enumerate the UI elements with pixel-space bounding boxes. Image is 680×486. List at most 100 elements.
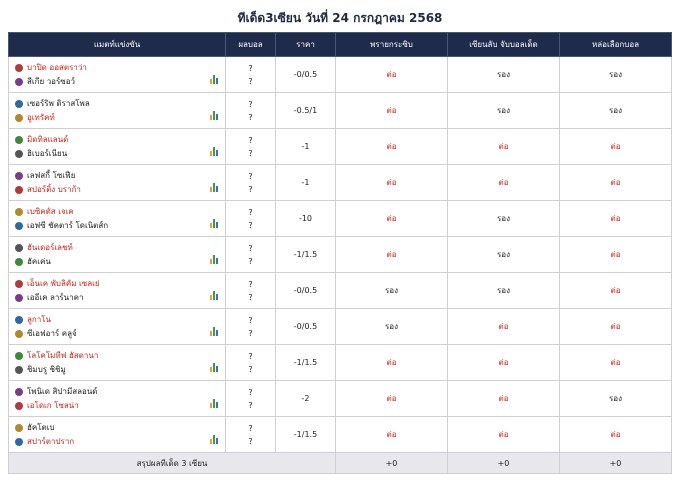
stats-chart-icon[interactable] bbox=[210, 435, 219, 444]
expert-2-tip: ต่อ bbox=[447, 416, 560, 453]
expert-3-tip: รอง bbox=[559, 92, 672, 129]
table-row[interactable]: ฮัคโตเบ สปาร์ตาปราก ? ? -1/1.5 ต่อ ต่อ ต… bbox=[8, 416, 672, 453]
table-row[interactable]: เซอร์ริพ ดิราสโพล อูเทรัคท์ ? ? -0.5/1 ต… bbox=[8, 92, 672, 129]
expert-3-tip: ต่อ bbox=[559, 200, 672, 237]
away-score: ? bbox=[248, 292, 253, 302]
match-cell: เอ็นเค พับลิคัม เซลเย่ เออีเค ลาร์นาคา bbox=[8, 272, 226, 309]
match-cell: บาปิด ออสตราว่า สีเกีย วอร์ซอว์ bbox=[8, 56, 226, 93]
table-row[interactable]: เลฟสกี้ โซเฟีย สปอร์ติ้ง บราก้า ? ? -1 ต… bbox=[8, 164, 672, 201]
expert-3-tip: ต่อ bbox=[559, 272, 672, 309]
match-cell: ฮันเดอร์เลชท์ ฮัคเค่น bbox=[8, 236, 226, 273]
away-team: ซีเอฟอาร์ คลูจ์ bbox=[15, 327, 225, 341]
table-row[interactable]: มิดทิลแลนด์ ฮิเบอร์เนียน ? ? -1 ต่อ ต่อ … bbox=[8, 128, 672, 165]
home-score: ? bbox=[248, 135, 253, 145]
table-row[interactable]: เบซิคตัส เจเค เอฟซี ชัคตาร์ โดเนิตส์ก ? … bbox=[8, 200, 672, 237]
result-cell: ? ? bbox=[225, 380, 276, 417]
price-cell: -0/0.5 bbox=[275, 308, 336, 345]
stats-chart-icon[interactable] bbox=[210, 363, 219, 372]
stats-chart-icon[interactable] bbox=[210, 255, 219, 264]
stats-chart-icon[interactable] bbox=[210, 147, 219, 156]
club-crest-icon bbox=[15, 243, 23, 252]
expert-3-tip: ต่อ bbox=[559, 164, 672, 201]
club-crest-icon bbox=[15, 257, 23, 266]
expert-2-tip: รอง bbox=[447, 272, 560, 309]
table-row[interactable]: เอ็นเค พับลิคัม เซลเย่ เออีเค ลาร์นาคา ?… bbox=[8, 272, 672, 309]
home-team-name: ฮันเดอร์เลชท์ bbox=[27, 242, 73, 252]
away-team-name: เอฟซี ชัคตาร์ โดเนิตส์ก bbox=[27, 220, 109, 230]
result-cell: ? ? bbox=[225, 92, 276, 129]
away-score: ? bbox=[248, 76, 253, 86]
price-cell: -0/0.5 bbox=[275, 56, 336, 93]
club-crest-icon bbox=[15, 423, 23, 432]
expert-2-tip: ต่อ bbox=[447, 308, 560, 345]
away-score: ? bbox=[248, 436, 253, 446]
home-score: ? bbox=[248, 315, 253, 325]
club-crest-icon bbox=[15, 293, 23, 302]
header-match: แมตท์แข่งขัน bbox=[8, 32, 226, 57]
away-team: เอฟซี ชัคตาร์ โดเนิตส์ก bbox=[15, 219, 225, 233]
match-cell: โพนิเด สิปามีสลอนด์ เอโดเก โซลน่า bbox=[8, 380, 226, 417]
expert-1-tip: ต่อ bbox=[335, 380, 448, 417]
table-row[interactable]: โลโคโมทีฟ ฮัสตานา ชิมบรู ชิชิมู ? ? -1/1… bbox=[8, 344, 672, 381]
club-crest-icon bbox=[15, 77, 23, 86]
table-row[interactable]: โพนิเด สิปามีสลอนด์ เอโดเก โซลน่า ? ? -2… bbox=[8, 380, 672, 417]
home-team-name: เซอร์ริพ ดิราสโพล bbox=[27, 98, 90, 108]
expert-1-tip: ต่อ bbox=[335, 416, 448, 453]
result-cell: ? ? bbox=[225, 200, 276, 237]
away-team-name: อูเทรัคท์ bbox=[27, 112, 55, 122]
table-header-row: แมตท์แข่งขัน ผลบอล ราคา พรายกระซิบ เซียน… bbox=[8, 32, 672, 57]
summary-expert-2: +0 bbox=[447, 452, 560, 474]
header-result: ผลบอล bbox=[225, 32, 276, 57]
stats-chart-icon[interactable] bbox=[210, 327, 219, 336]
home-score: ? bbox=[248, 423, 253, 433]
home-team-name: มิดทิลแลนด์ bbox=[27, 134, 69, 144]
stats-chart-icon[interactable] bbox=[210, 399, 219, 408]
price-cell: -1/1.5 bbox=[275, 416, 336, 453]
expert-1-tip: ต่อ bbox=[335, 92, 448, 129]
club-crest-icon bbox=[15, 135, 23, 144]
away-team: สปอร์ติ้ง บราก้า bbox=[15, 183, 225, 197]
club-crest-icon bbox=[15, 437, 23, 446]
price-cell: -1 bbox=[275, 164, 336, 201]
expert-1-tip: ต่อ bbox=[335, 236, 448, 273]
home-team-name: ฮัคโตเบ bbox=[27, 422, 55, 432]
price-cell: -10 bbox=[275, 200, 336, 237]
away-team: ชิมบรู ชิชิมู bbox=[15, 363, 225, 377]
away-team-name: ซีเอฟอาร์ คลูจ์ bbox=[27, 328, 77, 338]
away-score: ? bbox=[248, 256, 253, 266]
home-team-name: เบซิคตัส เจเค bbox=[27, 206, 74, 216]
stats-chart-icon[interactable] bbox=[210, 183, 219, 192]
expert-1-tip: ต่อ bbox=[335, 200, 448, 237]
club-crest-icon bbox=[15, 149, 23, 158]
match-cell: เบซิคตัส เจเค เอฟซี ชัคตาร์ โดเนิตส์ก bbox=[8, 200, 226, 237]
expert-2-tip: ต่อ bbox=[447, 128, 560, 165]
away-team-name: ฮัคเค่น bbox=[27, 256, 51, 266]
home-team-name: เอ็นเค พับลิคัม เซลเย่ bbox=[27, 278, 100, 288]
club-crest-icon bbox=[15, 401, 23, 410]
home-team: เอ็นเค พับลิคัม เซลเย่ bbox=[15, 277, 225, 291]
club-crest-icon bbox=[15, 171, 23, 180]
table-row[interactable]: ฮันเดอร์เลชท์ ฮัคเค่น ? ? -1/1.5 ต่อ รอง… bbox=[8, 236, 672, 273]
stats-chart-icon[interactable] bbox=[210, 75, 219, 84]
stats-chart-icon[interactable] bbox=[210, 291, 219, 300]
tips-table: แมตท์แข่งขัน ผลบอล ราคา พรายกระซิบ เซียน… bbox=[8, 32, 672, 474]
stats-chart-icon[interactable] bbox=[210, 219, 219, 228]
home-team-name: เลฟสกี้ โซเฟีย bbox=[27, 170, 76, 180]
home-score: ? bbox=[248, 207, 253, 217]
club-crest-icon bbox=[15, 387, 23, 396]
table-row[interactable]: ลูกาโน ซีเอฟอาร์ คลูจ์ ? ? -0/0.5 รอง ต่… bbox=[8, 308, 672, 345]
match-cell: โลโคโมทีฟ ฮัสตานา ชิมบรู ชิชิมู bbox=[8, 344, 226, 381]
away-team: เออีเค ลาร์นาคา bbox=[15, 291, 225, 305]
away-team-name: เอโดเก โซลน่า bbox=[27, 400, 79, 410]
club-crest-icon bbox=[15, 185, 23, 194]
header-expert-1: พรายกระซิบ bbox=[335, 32, 448, 57]
expert-1-tip: ต่อ bbox=[335, 56, 448, 93]
expert-1-tip: ต่อ bbox=[335, 128, 448, 165]
stats-chart-icon[interactable] bbox=[210, 111, 219, 120]
table-row[interactable]: บาปิด ออสตราว่า สีเกีย วอร์ซอว์ ? ? -0/0… bbox=[8, 56, 672, 93]
home-score: ? bbox=[248, 387, 253, 397]
price-cell: -0/0.5 bbox=[275, 272, 336, 309]
expert-3-tip: ต่อ bbox=[559, 308, 672, 345]
away-team: เอโดเก โซลน่า bbox=[15, 399, 225, 413]
away-score: ? bbox=[248, 112, 253, 122]
